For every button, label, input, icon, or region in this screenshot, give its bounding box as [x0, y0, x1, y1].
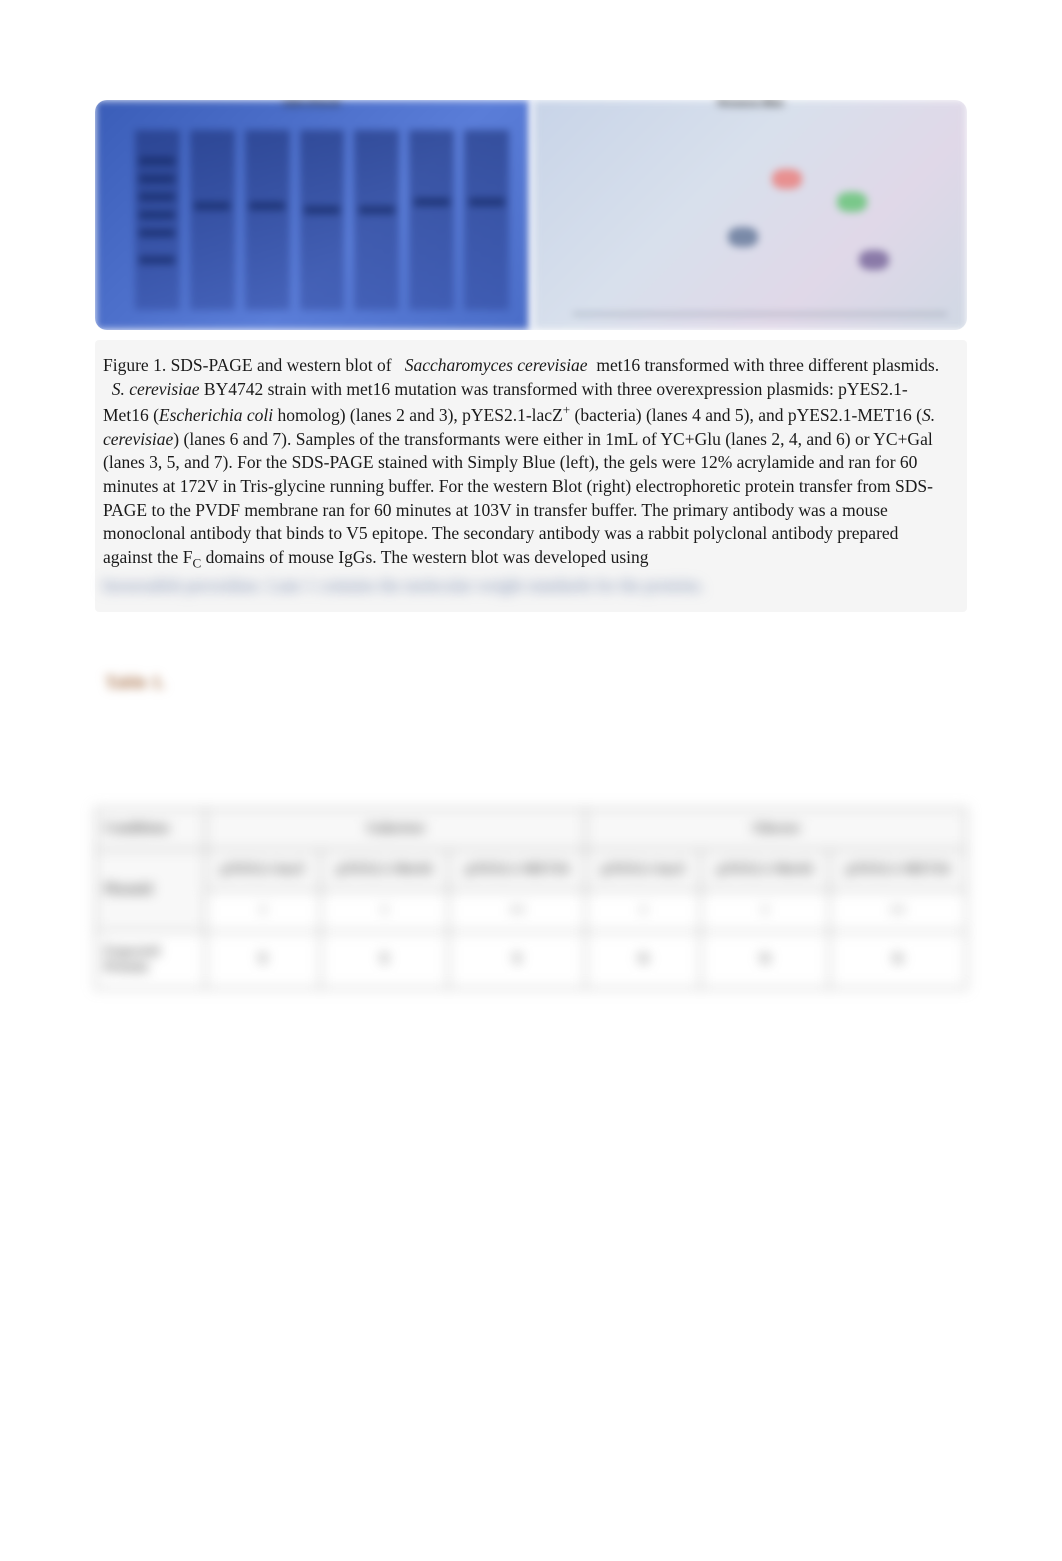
gene-met16: met16	[596, 355, 640, 375]
th-plasmid-6: pYES2.1-MET16	[829, 849, 966, 890]
caption-prefix: Figure 1. SDS-PAGE and western blot of	[103, 355, 396, 375]
table-data-row-1: + + ++ + + ++	[96, 890, 967, 931]
lane-1	[135, 130, 180, 310]
th-plasmid-3: pYES2.1-MET16	[449, 849, 586, 890]
th-plasmid-5: pYES2.1-Met16	[701, 849, 829, 890]
th-plasmid-4: pYES2.1-lacZ	[586, 849, 701, 890]
wb-spot	[728, 227, 758, 247]
cell: Y	[449, 931, 586, 988]
figure-caption: Figure 1. SDS-PAGE and western blot of S…	[95, 340, 967, 612]
lane-7	[464, 130, 509, 310]
cell: +	[586, 890, 701, 931]
caption-t1: transformed with three different plasmid…	[640, 355, 939, 375]
lane-4	[300, 130, 345, 310]
row-label-expected: Expected Protein	[96, 931, 206, 988]
cell: ++	[829, 890, 966, 931]
cell: N	[829, 931, 966, 988]
cell: Y	[206, 931, 321, 988]
caption-t4: (bacteria) (lanes 4 and 5), and pYES2.1-…	[570, 405, 922, 425]
table-header-row-1: Conditions Galactose Glucose	[96, 808, 967, 849]
wb-spot	[859, 250, 889, 270]
sds-page-label: SDS-PAGE	[283, 100, 341, 110]
results-table: Conditions Galactose Glucose Plasmid pYE…	[95, 808, 967, 989]
caption-blurred-line: horseradish peroxidase. Lane 1 contains …	[103, 575, 949, 598]
wb-label: Western Blot	[717, 100, 784, 110]
th-galactose: Galactose	[206, 808, 586, 849]
table-container: Conditions Galactose Glucose Plasmid pYE…	[95, 808, 967, 989]
cell: +	[320, 890, 448, 931]
caption-t3: homolog) (lanes 2 and 3), pYES2.1-lacZ	[277, 405, 562, 425]
wb-baseline	[573, 313, 947, 315]
cell: ++	[449, 890, 586, 931]
cell: N	[701, 931, 829, 988]
table-data-row-2: Expected Protein Y Y Y N N N	[96, 931, 967, 988]
sds-page-panel: SDS-PAGE	[95, 100, 529, 330]
western-blot-panel: Western Blot	[533, 100, 967, 330]
cell: +	[206, 890, 321, 931]
th-plasmid: Plasmid	[96, 849, 206, 931]
table-header-row-2: Plasmid pYES2.1-lacZ pYES2.1-Met16 pYES2…	[96, 849, 967, 890]
lane-3	[245, 130, 290, 310]
figure-image-container: SDS-PAGE Western Blot	[95, 100, 967, 330]
species-sc2: S. cerevisiae	[112, 379, 204, 399]
fc-sub: C	[192, 555, 201, 570]
table-heading: Table 1.	[105, 672, 967, 693]
lane-5	[354, 130, 399, 310]
th-conditions: Conditions	[96, 808, 206, 849]
cell: N	[586, 931, 701, 988]
cell: Y	[320, 931, 448, 988]
th-plasmid-1: pYES2.1-lacZ	[206, 849, 321, 890]
lane-2	[190, 130, 235, 310]
th-glucose: Glucose	[586, 808, 967, 849]
caption-t6: domains of mouse IgGs. The western blot …	[201, 547, 648, 567]
th-plasmid-2: pYES2.1-Met16	[320, 849, 448, 890]
sds-lanes	[135, 130, 509, 310]
wb-spot	[837, 192, 867, 212]
species-sc: Saccharomyces cerevisiae	[405, 355, 592, 375]
species-ecoli: Escherichia coli	[159, 405, 278, 425]
wb-spot	[772, 169, 802, 189]
lane-6	[409, 130, 454, 310]
cell: +	[701, 890, 829, 931]
